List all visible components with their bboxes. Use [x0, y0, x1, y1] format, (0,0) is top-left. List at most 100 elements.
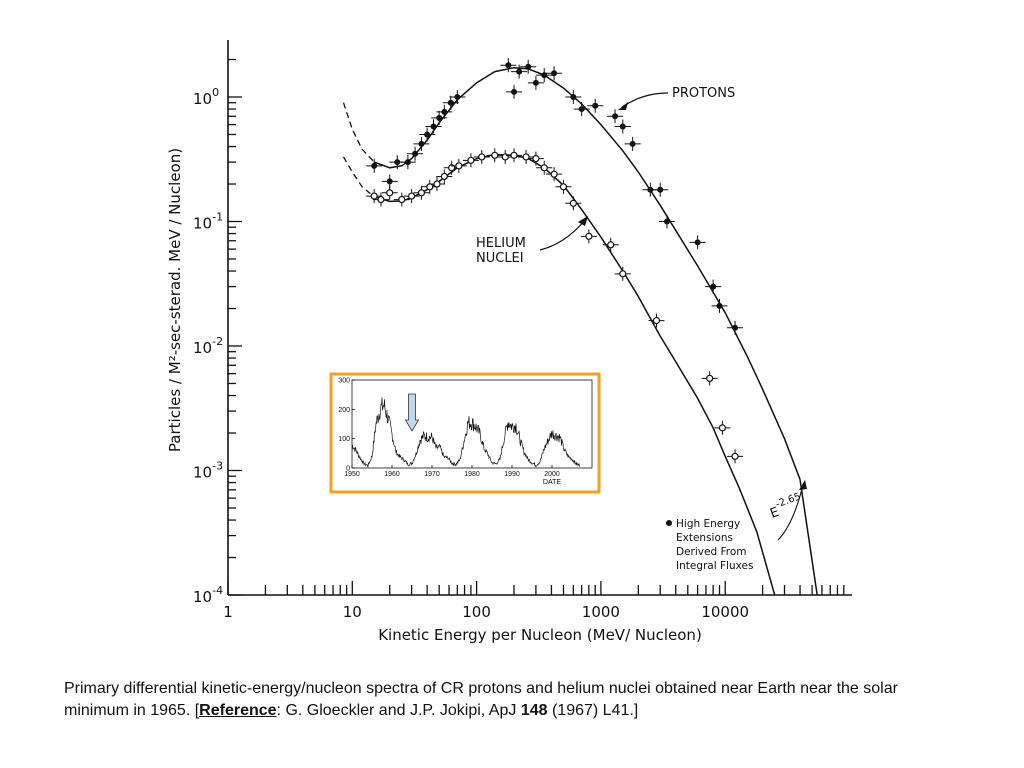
- y-tick-label: 10-3: [193, 460, 223, 482]
- helium-point: [510, 151, 518, 159]
- helium-point: [478, 153, 486, 161]
- proton-point: [441, 108, 448, 115]
- spectrum-chart: 1 10 100 1000 1000010010-110-210-310-4Kineti…: [166, 40, 852, 644]
- proton-point: [532, 79, 539, 86]
- inset-x-tick-label: 1970: [424, 471, 440, 478]
- proton-point: [551, 70, 558, 77]
- helium-point: [386, 189, 394, 197]
- inset-x-axis-title: DATE: [543, 479, 561, 486]
- helium-point: [718, 424, 727, 432]
- proton-point: [386, 178, 393, 185]
- proton-point: [371, 162, 378, 169]
- inset-x-tick-label: 1980: [464, 471, 480, 478]
- proton-point: [619, 123, 626, 130]
- x-tick-label: 1: [223, 603, 233, 621]
- helium-arrowhead: [578, 216, 588, 226]
- sunspot-line: [351, 397, 580, 468]
- reference-link[interactable]: Reference: [199, 702, 277, 719]
- proton-point: [570, 94, 577, 100]
- helium-point: [619, 270, 627, 278]
- axes: 1 10 100 1000 1000010010-110-210-310-4Kineti…: [166, 40, 852, 644]
- proton-point: [578, 106, 585, 113]
- proton-point: [516, 68, 523, 75]
- helium-point: [467, 156, 475, 164]
- y-tick-exponent: -3: [212, 460, 223, 473]
- inset-x-tick-label: 1950: [344, 471, 360, 478]
- helium-point: [377, 195, 385, 204]
- caption-volume: 148: [520, 702, 548, 719]
- y-tick-base: 10: [193, 90, 212, 108]
- helium-point: [491, 151, 499, 159]
- legend-line: Extensions: [676, 532, 733, 544]
- helium-point: [585, 232, 593, 240]
- inset-x-tick-label: 2000: [544, 471, 560, 478]
- legend-line: Integral Fluxes: [676, 560, 753, 572]
- helium-point: [433, 180, 441, 188]
- caption-text-mid: : G. Gloeckler and J.P. Jokipi, ApJ: [276, 702, 521, 719]
- proton-point: [694, 239, 701, 246]
- legend-line: High Energy: [676, 518, 740, 530]
- inset-y-tick-label: 100: [338, 436, 350, 443]
- proton-point: [511, 88, 518, 95]
- x-tick-label: 100: [462, 603, 491, 621]
- helium-point: [731, 452, 739, 460]
- proton-point: [710, 283, 717, 290]
- power-law-arrow: [777, 484, 804, 541]
- x-tick-label: 10000: [701, 603, 749, 621]
- caption-text-before: Primary differential kinetic-energy/nucl…: [64, 680, 898, 719]
- proton-point: [732, 324, 739, 331]
- data-points: [366, 58, 744, 464]
- helium-point: [417, 189, 426, 197]
- y-tick-exponent: -4: [212, 584, 223, 597]
- proton-point: [629, 140, 636, 147]
- proton-point: [657, 186, 664, 193]
- proton-point: [412, 150, 419, 157]
- proton-point: [663, 218, 670, 225]
- proton-point: [430, 123, 437, 130]
- helium-point: [607, 241, 615, 249]
- y-tick-label: 10-2: [193, 335, 223, 357]
- y-tick-base: 10: [193, 588, 212, 606]
- caption-text-after: (1967) L41.]: [547, 702, 639, 719]
- y-tick-base: 10: [193, 339, 212, 357]
- helium-label: NUCLEI: [476, 251, 524, 266]
- y-tick-label: 10-1: [193, 211, 223, 233]
- legend-line: Derived From: [676, 546, 746, 558]
- proton-point: [447, 99, 454, 106]
- figure-caption: Primary differential kinetic-energy/nucl…: [64, 678, 964, 722]
- proton-point: [436, 114, 443, 121]
- inset-x-tick-label: 1960: [384, 471, 400, 478]
- helium-point: [706, 374, 714, 382]
- proton-point: [418, 140, 425, 147]
- y-tick-exponent: -2: [212, 335, 223, 348]
- helium-point: [408, 192, 416, 200]
- x-tick-label: 1000: [582, 603, 620, 621]
- y-tick-base: 10: [193, 215, 212, 233]
- y-tick-exponent: 0: [212, 86, 219, 99]
- inset-x-tick-label: 1990: [504, 471, 520, 478]
- protons-arrow: [621, 92, 669, 108]
- inset-y-tick-label: 300: [338, 378, 350, 385]
- power-law-arrowhead: [799, 480, 807, 490]
- helium-point: [540, 164, 548, 172]
- protons-arrowhead: [618, 102, 628, 110]
- helium-point: [370, 192, 378, 200]
- y-tick-base: 10: [193, 464, 212, 482]
- proton-point: [647, 186, 654, 193]
- helium-point: [559, 183, 568, 191]
- proton-point: [592, 102, 599, 109]
- helium-label: HELIUM: [476, 236, 526, 251]
- helium-point: [522, 153, 530, 161]
- proton-point: [525, 63, 532, 70]
- fit-curves: [342, 66, 818, 596]
- proton-point: [404, 159, 411, 166]
- proton-point: [454, 94, 461, 100]
- protons-label: PROTONS: [672, 86, 735, 101]
- helium-point: [398, 195, 406, 204]
- proton-point: [394, 159, 401, 166]
- x-tick-label: 10: [343, 603, 362, 621]
- y-tick-label: 10-4: [193, 584, 223, 606]
- y-axis-title: Particles / M²-sec-sterad. MeV / Nucleon…: [166, 148, 184, 452]
- helium-point: [532, 155, 540, 163]
